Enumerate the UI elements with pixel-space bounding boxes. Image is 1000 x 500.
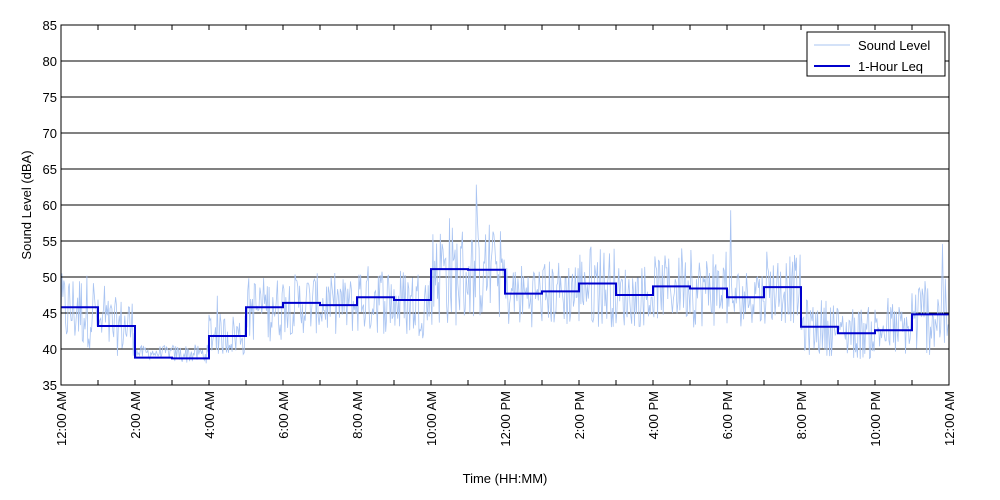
x-tick-label: 8:00 PM bbox=[794, 391, 809, 439]
x-tick-label: 12:00 AM bbox=[54, 391, 69, 446]
y-tick-label: 60 bbox=[43, 198, 57, 213]
legend: Sound Level 1-Hour Leq bbox=[806, 31, 946, 77]
x-tick-label: 8:00 AM bbox=[350, 391, 365, 439]
y-tick-label: 50 bbox=[43, 270, 57, 285]
y-tick-label: 55 bbox=[43, 234, 57, 249]
y-tick-label: 35 bbox=[43, 378, 57, 393]
legend-label-sound-level: Sound Level bbox=[858, 38, 930, 53]
x-tick-label: 6:00 AM bbox=[276, 391, 291, 439]
y-tick-label: 75 bbox=[43, 90, 57, 105]
y-axis-label: Sound Level (dBA) bbox=[19, 150, 34, 259]
y-axis-ticks: 35 40 45 50 55 60 65 70 75 80 85 bbox=[43, 18, 949, 393]
y-tick-label: 45 bbox=[43, 306, 57, 321]
y-tick-label: 85 bbox=[43, 18, 57, 33]
x-tick-label: 4:00 PM bbox=[646, 391, 661, 439]
y-tick-label: 80 bbox=[43, 54, 57, 69]
x-tick-label: 6:00 PM bbox=[720, 391, 735, 439]
x-tick-label: 4:00 AM bbox=[202, 391, 217, 439]
leq-series bbox=[61, 268, 949, 360]
x-tick-label: 2:00 AM bbox=[128, 391, 143, 439]
x-tick-label: 12:00 AM bbox=[942, 391, 957, 446]
x-tick-label: 12:00 PM bbox=[498, 391, 513, 447]
legend-label-leq: 1-Hour Leq bbox=[858, 59, 923, 74]
legend-box bbox=[806, 31, 946, 77]
x-axis-ticks: 12:00 AM 2:00 AM 4:00 AM 6:00 AM 8:00 AM 10:0… bbox=[54, 25, 957, 447]
y-tick-label: 65 bbox=[43, 162, 57, 177]
gridlines bbox=[61, 25, 949, 385]
x-tick-label: 10:00 AM bbox=[424, 391, 439, 446]
x-tick-label: 2:00 PM bbox=[572, 391, 587, 439]
x-tick-label: 10:00 PM bbox=[868, 391, 883, 447]
y-tick-label: 40 bbox=[43, 342, 57, 357]
y-tick-label: 70 bbox=[43, 126, 57, 141]
leq-step-line bbox=[61, 268, 949, 360]
x-axis-label: Time (HH:MM) bbox=[463, 471, 548, 486]
